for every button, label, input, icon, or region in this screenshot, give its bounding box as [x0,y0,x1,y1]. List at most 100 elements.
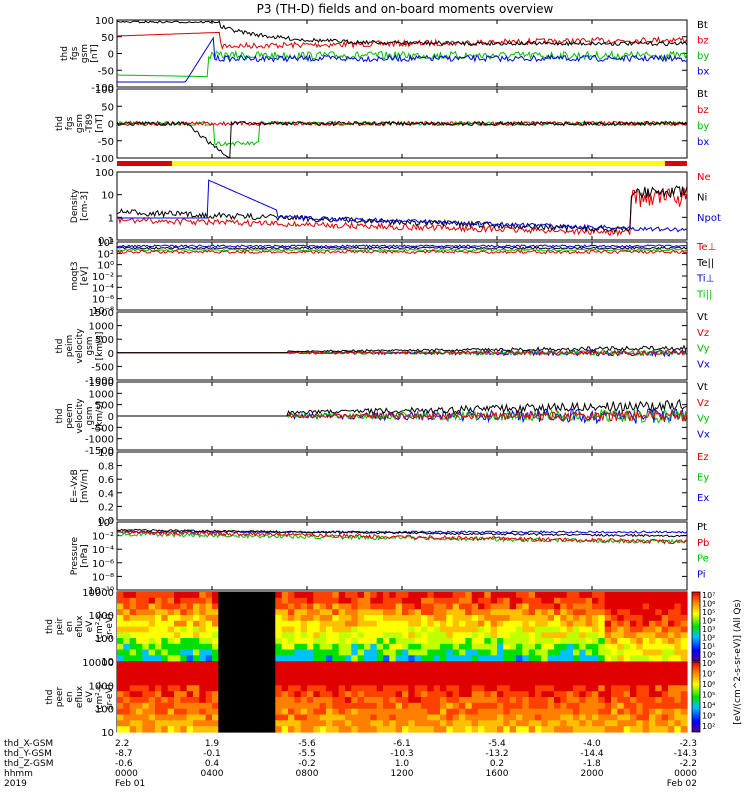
spectrogram-cell [617,649,625,656]
spectrogram-cell [427,720,435,727]
spectrogram-cell [205,691,213,698]
spectrogram-cell [326,615,333,622]
spectrogram-cell [262,679,270,686]
spectrogram-cell [680,679,688,686]
spectrogram-cell [262,592,270,599]
spectrogram-cell [573,603,580,610]
spectrogram-cell [636,702,644,710]
spectrogram-cell [174,592,181,599]
spectrogram-cell [604,643,612,651]
spectrogram-cell [427,679,435,686]
spectrogram-cell [573,720,580,727]
spectrogram-cell [155,638,162,645]
y-tick-label: -100 [91,83,114,94]
spectrogram-cell [326,697,333,704]
spectrogram-cell [655,620,663,628]
y-axis-label: eV [85,690,95,703]
spectrogram-cell [376,609,384,616]
spectrogram-cell [224,714,232,721]
spectrogram-cell [452,603,460,610]
spectrogram-cell [452,667,460,675]
spectrogram-cell [598,691,606,698]
spectrogram-cell [300,697,308,704]
spectrogram-cell [186,626,194,633]
spectrogram-cell [522,649,530,656]
spectrogram-cell [395,603,403,610]
y-tick-label: 100 [95,85,114,96]
spectrogram-cell [655,691,663,698]
spectrogram-cell [421,649,428,656]
spectrogram-cell [199,655,207,662]
spectrogram-cell [484,685,492,692]
spectrogram-cell [636,679,644,686]
spectrogram-cell [155,643,162,651]
spectrogram-cell [642,662,650,669]
spectrogram-cell [465,702,473,710]
spectrogram-cell [167,592,175,599]
spectrogram-cell [300,597,308,605]
legend-entry: Te⊥ [696,242,716,253]
spectrogram-cell [408,632,416,639]
spectrogram-cell [326,702,333,710]
spectrogram-cell [649,673,656,681]
spectrogram-cell [237,638,245,645]
spectrogram-cell [123,720,131,727]
spectrogram-cell [402,620,409,628]
spectrogram-cell [231,702,238,710]
spectrogram-cell [243,720,251,727]
spectrogram-cell [668,592,675,599]
spectrogram-cell [237,615,245,622]
spectrogram-cell [566,708,574,716]
spectrogram-cell [604,685,612,692]
series-bt [116,20,688,47]
spectrogram-cell [180,643,188,651]
spectrogram-cell [237,626,245,633]
spectrogram-cell [269,643,276,651]
spectrogram-cell [560,638,568,645]
spectrogram-cell [541,649,549,656]
spectrogram-cell [199,603,207,610]
spectrogram-cell [319,702,327,710]
spectrogram-cell [218,714,226,721]
spectrogram-cell [250,673,257,681]
spectrogram-cell [459,643,466,651]
spectrogram-cell [611,662,618,669]
spectrogram-cell [155,615,162,622]
spectrogram-cell [243,632,251,639]
spectrogram-cell [655,726,663,733]
spectrogram-cell [250,679,257,686]
spectrogram-cell [148,691,156,698]
spectrogram-cell [617,655,625,662]
spectrogram-cell [497,603,504,610]
region-bar-red [117,161,172,166]
ephemeris-value: -5.6 [298,739,316,749]
spectrogram-cell [123,655,131,662]
spectrogram-cell [262,609,270,616]
spectrogram-cell [497,626,504,633]
spectrogram-cell [319,597,327,605]
spectrogram-cell [617,726,625,733]
spectrogram-cell [117,726,124,733]
spectrogram-cell [617,662,625,669]
spectrogram-cell [579,708,587,716]
spectrogram-cell [503,685,511,692]
spectrogram-cell [351,620,359,628]
spectrogram-cell [611,615,618,622]
spectrogram-cell [288,626,295,633]
spectrogram-cell [224,691,232,698]
spectrogram-cell [547,726,555,733]
spectrogram-cell [433,597,441,605]
spectrogram-cell [338,609,346,616]
spectrogram-cell [497,697,504,704]
spectrogram-cell [167,643,175,651]
spectrogram-cell [598,726,606,733]
spectrogram-cell [471,685,479,692]
spectrogram-cell [174,667,181,675]
spectrogram-cell [661,615,669,622]
spectrogram-cell [224,673,232,681]
spectrogram-cell [224,609,232,616]
spectrogram-cell [370,667,378,675]
y-axis-label: moqt3 [70,261,80,290]
spectrogram-cell [319,643,327,651]
